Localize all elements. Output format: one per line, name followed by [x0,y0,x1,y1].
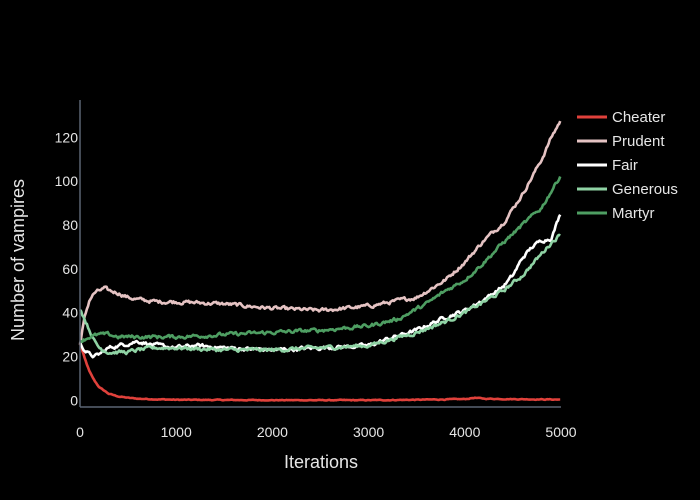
x-tick-label: 1000 [161,424,192,440]
legend-item-generous[interactable]: Generous [577,181,678,198]
x-tick-label: 5000 [545,424,576,440]
x-axis-title: Iterations [284,452,358,472]
series-line-cheater [78,342,561,402]
y-tick-label: 0 [70,392,78,408]
legend-item-cheater[interactable]: Cheater [577,109,665,126]
plot-area [78,120,562,402]
x-tick-label: 2000 [257,424,288,440]
legend-item-prudent[interactable]: Prudent [577,133,665,150]
legend: Cheater Prudent Fair Generous Martyr [577,109,678,222]
y-tick-label: 60 [62,261,78,277]
axes: 0 1000 2000 3000 4000 5000 0 20 40 60 80 100 120 [55,100,577,440]
series-line-martyr [79,176,562,344]
y-tick-label: 120 [55,129,79,145]
legend-label: Prudent [612,133,665,150]
legend-item-fair[interactable]: Fair [577,157,638,174]
series-line-generous [78,233,561,356]
y-tick-label: 20 [62,349,78,365]
legend-label: Martyr [612,205,655,222]
x-tick-label: 4000 [449,424,480,440]
y-tick-label: 80 [62,217,78,233]
legend-label: Generous [612,181,678,198]
legend-label: Cheater [612,109,665,126]
y-tick-label: 100 [55,173,79,189]
legend-label: Fair [612,157,638,174]
y-axis-title: Number of vampires [8,179,28,341]
y-tick-label: 40 [62,305,78,321]
legend-item-martyr[interactable]: Martyr [577,205,655,222]
series-line-prudent [78,120,562,346]
x-tick-label: 0 [76,424,84,440]
x-tick-label: 3000 [353,424,384,440]
